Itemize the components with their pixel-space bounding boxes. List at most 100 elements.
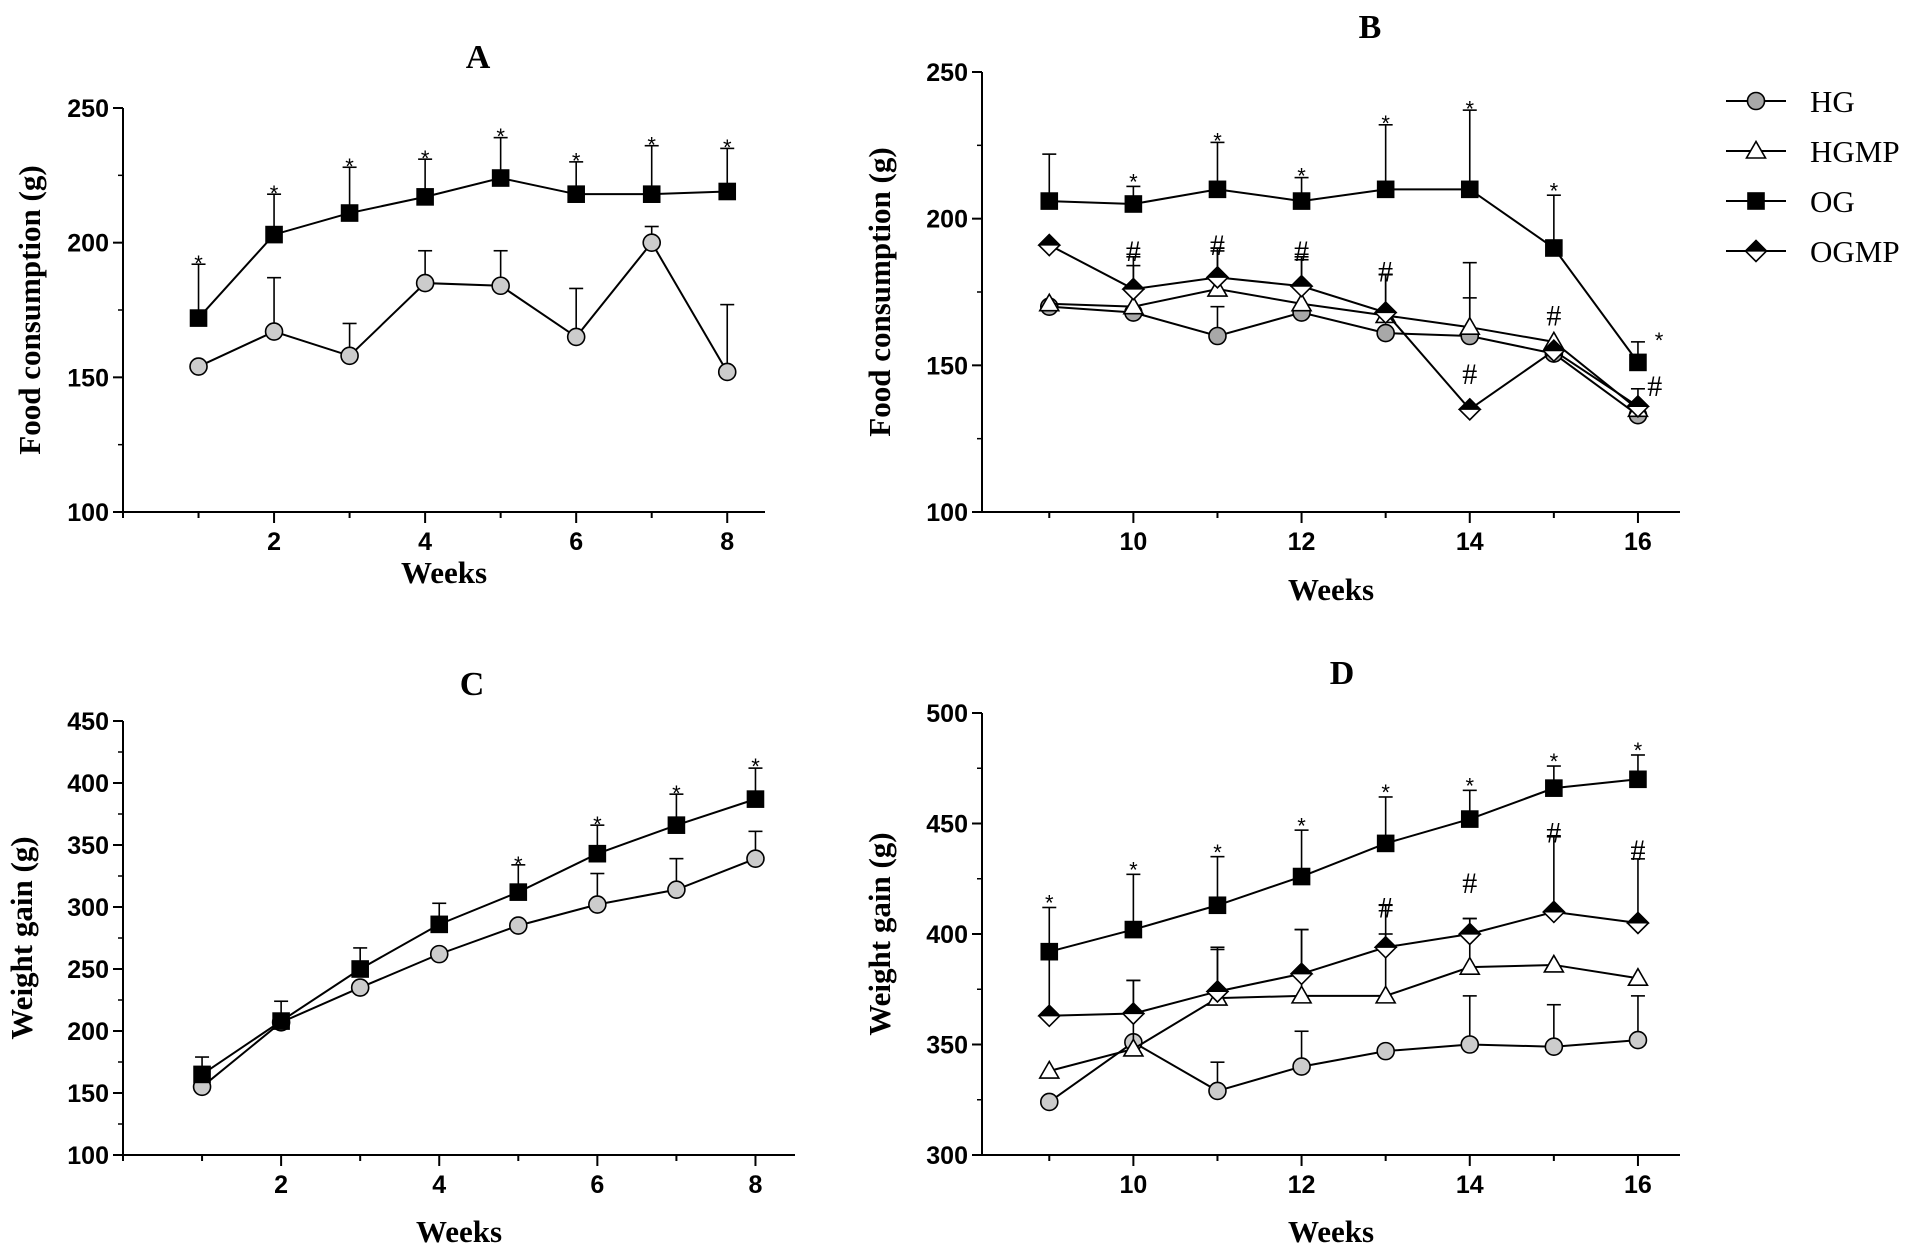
x-tick-label: 10 (1119, 1171, 1147, 1199)
series-og (1040, 109, 1647, 372)
data-point (1544, 1037, 1564, 1057)
data-point (746, 849, 765, 868)
data-point (1457, 922, 1482, 946)
data-point (1629, 770, 1647, 789)
data-point (1290, 984, 1313, 1004)
y-tick-label: 150 (67, 364, 109, 392)
data-point (667, 880, 686, 899)
x-tick-label: 12 (1288, 1171, 1316, 1199)
y-tick-label: 350 (67, 832, 109, 860)
significance-star: * (1634, 738, 1643, 763)
series-hg (189, 225, 737, 382)
data-point (1373, 300, 1398, 325)
significance-star: * (194, 251, 203, 276)
data-point (1629, 353, 1647, 372)
data-point (642, 233, 662, 252)
data-point (1628, 1030, 1648, 1050)
legend-label: HGMP (1810, 134, 1900, 169)
y-tick-label: 250 (67, 956, 109, 984)
data-point (1460, 1035, 1480, 1054)
data-point (1292, 192, 1311, 210)
data-point (265, 225, 283, 244)
legend-item-hg: HG (1726, 84, 1855, 119)
data-point (1458, 316, 1481, 336)
data-point (189, 309, 208, 327)
legend-item-ogmp: OGMP (1726, 234, 1900, 269)
data-point (1039, 1092, 1059, 1112)
y-axis-label: Food consumption (g) (862, 147, 897, 436)
y-tick-label: 250 (67, 95, 109, 123)
data-point (1460, 180, 1479, 199)
series-line (198, 240, 729, 373)
x-tick-label: 4 (418, 528, 432, 556)
legend-marker (1746, 91, 1766, 111)
data-point (1626, 394, 1650, 419)
significance-star: * (1550, 749, 1559, 774)
x-tick-label: 6 (590, 1171, 604, 1199)
data-point (1121, 1001, 1146, 1026)
significance-star: * (421, 146, 430, 171)
x-tick-label: 12 (1288, 528, 1316, 556)
series-line (1049, 305, 1639, 417)
data-point (1205, 979, 1230, 1004)
x-tick-label: 6 (569, 528, 583, 556)
significance-star: * (1550, 178, 1559, 203)
series-og (189, 136, 737, 327)
y-tick-label: 100 (67, 1142, 109, 1170)
legend-label: HG (1810, 84, 1855, 119)
x-tick-label: 14 (1456, 1171, 1484, 1199)
significance-star: * (1297, 813, 1306, 838)
data-point (1460, 810, 1479, 828)
series-og (193, 767, 765, 1084)
data-point (1376, 323, 1395, 343)
x-tick-label: 8 (720, 528, 734, 556)
data-point (340, 204, 359, 222)
y-axis-label: Food consumption (g) (12, 165, 47, 454)
data-point (264, 322, 284, 341)
data-point (1458, 956, 1481, 975)
data-point (1208, 1081, 1227, 1101)
chart-title: B (1359, 9, 1382, 46)
series-line (197, 177, 728, 319)
legend-label: OG (1810, 184, 1855, 219)
significance-star: * (1465, 96, 1474, 121)
series-line (201, 857, 756, 1088)
series-line (1049, 910, 1639, 1017)
data-point (642, 185, 661, 203)
data-point (1626, 911, 1650, 935)
data-point (1376, 834, 1395, 853)
data-point (1457, 397, 1482, 421)
data-point (350, 978, 370, 997)
hash-annotation: # (1546, 299, 1561, 332)
chart-title: A (466, 39, 491, 76)
data-point (415, 273, 435, 293)
hash-annotation: # (1378, 891, 1393, 924)
significance-star: * (751, 754, 760, 779)
data-point (429, 944, 449, 964)
data-point (1289, 274, 1314, 298)
data-point (1292, 1057, 1311, 1076)
x-axis-label: Weeks (1288, 1214, 1374, 1249)
data-point (718, 182, 737, 201)
significance-star: * (593, 812, 602, 837)
hash-annotation: # (1462, 358, 1477, 391)
chart-panel-a: A 100 150 200 250 2 4 6 8 Weeks Food consumption (… (12, 39, 765, 590)
data-point (1124, 920, 1143, 939)
data-point (588, 844, 607, 863)
data-point (491, 276, 510, 296)
data-point (1037, 1004, 1062, 1028)
data-point (1037, 233, 1062, 257)
data-point (340, 346, 359, 366)
legend: HG HGMP OG OGMP (1726, 84, 1900, 269)
series-line (1048, 244, 1639, 411)
hash-annotation: # (1378, 255, 1393, 288)
data-point (1292, 867, 1311, 886)
significance-star: * (496, 124, 505, 149)
data-point (1208, 896, 1227, 915)
x-tick-label: 8 (749, 1171, 763, 1199)
data-point (1122, 1037, 1145, 1057)
data-point (416, 188, 434, 206)
hash-annotation: # (1210, 229, 1225, 262)
data-point (1290, 292, 1313, 312)
hash-annotation: # (1630, 834, 1645, 867)
